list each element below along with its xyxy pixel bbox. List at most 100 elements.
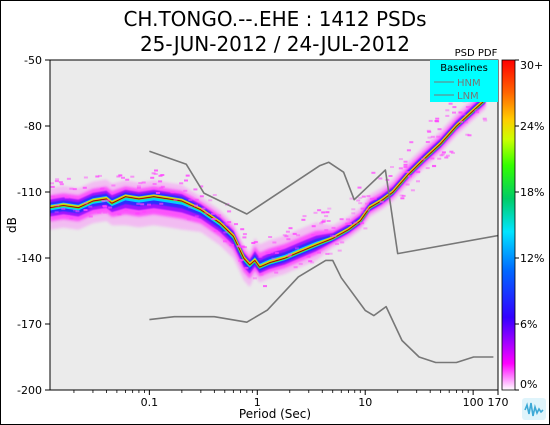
density-fleck: [269, 251, 274, 254]
density-fleck: [363, 227, 368, 230]
density-fleck: [399, 194, 404, 197]
mode-line: [50, 99, 486, 268]
density-fleck: [371, 171, 376, 174]
density-fleck: [271, 257, 276, 260]
density-fleck: [317, 251, 321, 254]
density-fleck: [64, 196, 69, 199]
psd-density: [50, 85, 488, 288]
y-tick-label: -80: [24, 120, 42, 133]
density-fleck: [451, 152, 455, 154]
density-fleck: [54, 180, 59, 183]
density-fleck: [83, 209, 88, 211]
density-fleck: [459, 120, 464, 123]
waveform-logo-icon: [522, 398, 546, 420]
density-fleck: [118, 174, 123, 177]
density-fleck: [437, 128, 442, 131]
density-fleck: [439, 154, 444, 157]
density-fleck: [199, 195, 204, 198]
density-fleck: [151, 172, 156, 175]
density-fleck: [403, 163, 408, 166]
density-fleck: [213, 229, 218, 232]
density-fleck: [448, 102, 453, 105]
density-fleck: [313, 211, 318, 214]
density-fleck: [72, 188, 77, 191]
density-fleck: [194, 204, 198, 207]
density-fleck: [170, 191, 175, 194]
y-axis: -50 -80 -110 -140 -170 -200: [17, 54, 50, 397]
legend-box-title: Baselines: [440, 63, 488, 74]
density-fleck: [95, 175, 100, 178]
density-fleck: [288, 253, 293, 256]
density-fleck: [416, 180, 420, 183]
legend-hnm-label: HNM: [457, 78, 481, 89]
density-fleck: [328, 252, 333, 255]
density-fleck: [398, 167, 403, 170]
density-fleck: [298, 262, 303, 265]
density-fleck: [204, 212, 209, 215]
noise-models: [149, 150, 498, 364]
plot-border: [49, 59, 499, 391]
y-tick-label: -140: [17, 252, 42, 265]
density-fleck: [239, 259, 244, 262]
density-fleck: [351, 208, 356, 211]
density-fleck: [69, 217, 74, 220]
density-fleck: [54, 211, 59, 214]
colorbar-tick-label: 6%: [520, 318, 537, 331]
density-fleck: [117, 213, 122, 216]
density-fleck: [253, 241, 258, 243]
density-fleck: [400, 197, 405, 200]
density-fleck: [240, 228, 245, 231]
density-fleck: [75, 210, 80, 213]
density-fleck: [185, 174, 190, 177]
density-fleck: [103, 211, 108, 214]
density-fleck: [308, 260, 313, 263]
density-fleck: [59, 183, 64, 186]
density-fleck: [217, 214, 222, 217]
hnm-line: [149, 150, 498, 255]
density-flecks: [50, 85, 488, 288]
x-tick-label: 10: [358, 396, 372, 409]
density-fleck: [284, 235, 289, 238]
colorbar-tick-label: 18%: [520, 186, 544, 199]
density-fleck: [179, 182, 184, 185]
density-fleck: [125, 178, 130, 181]
density-fleck: [461, 113, 466, 116]
density-fleck: [427, 130, 432, 133]
density-fleck: [311, 225, 316, 228]
density-fleck: [222, 222, 227, 225]
density-fleck: [467, 134, 472, 137]
density-fleck: [326, 220, 331, 222]
density-fleck: [416, 170, 421, 173]
density-fleck: [244, 266, 249, 269]
density-fleck: [441, 151, 446, 154]
density-fleck: [327, 207, 332, 210]
density-fleck: [445, 154, 450, 157]
density-fleck: [465, 106, 470, 108]
density-fleck: [50, 182, 54, 185]
density-fleck: [360, 222, 365, 225]
y-tick-label: -50: [24, 54, 42, 67]
density-fleck: [428, 119, 433, 122]
density-fleck: [358, 196, 363, 199]
density-fleck: [390, 166, 394, 168]
density-fleck: [425, 167, 430, 170]
density-fleck: [82, 186, 87, 189]
density-fleck: [160, 174, 165, 176]
density-fleck: [449, 150, 454, 153]
density-fleck: [66, 177, 71, 180]
density-fleck: [173, 198, 178, 201]
density-fleck: [265, 251, 270, 254]
density-fleck: [321, 220, 326, 223]
x-tick-label: 1: [254, 396, 261, 409]
y-tick-label: -200: [17, 384, 42, 397]
density-fleck: [101, 200, 106, 203]
density-fleck: [347, 223, 352, 225]
density-fleck: [239, 245, 243, 248]
lnm-line: [149, 259, 494, 364]
density-fleck: [339, 218, 344, 221]
density-fleck: [372, 197, 377, 200]
density-fleck: [482, 117, 487, 120]
density-fleck: [142, 210, 147, 213]
density-fleck: [317, 209, 322, 212]
density-fleck: [369, 197, 374, 200]
